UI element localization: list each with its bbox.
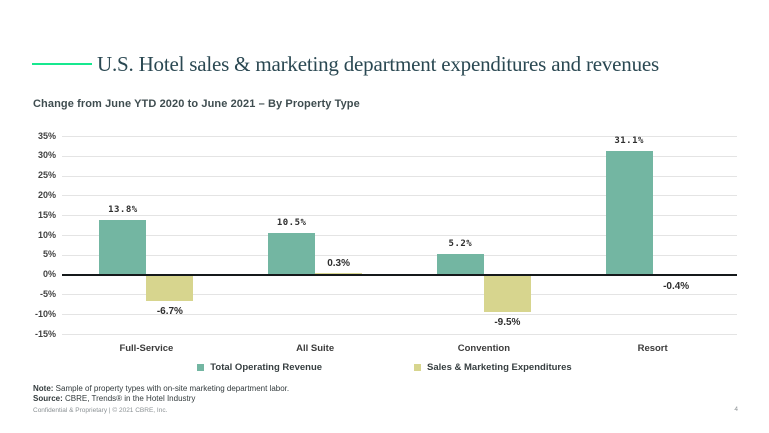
note-line: Note: Sample of property types with on-s… [33, 384, 289, 394]
expenditure-bar [483, 274, 531, 313]
page-title: U.S. Hotel sales & marketing department … [97, 52, 659, 76]
legend-item-expenditures: Sales & Marketing Expenditures [414, 362, 572, 373]
source-line: Source: CBRE, Trends® in the Hotel Indus… [33, 394, 195, 404]
gridline [62, 215, 737, 217]
x-axis-category-label: Convention [457, 343, 510, 354]
y-axis-tick-label: -10% [34, 308, 56, 319]
y-axis-tick-label: 10% [37, 229, 56, 240]
y-axis-tick-label: 15% [37, 209, 56, 220]
gridline [62, 314, 737, 316]
bar-value-label: -6.7% [156, 306, 183, 318]
chart-subtitle: Change from June YTD 2020 to June 2021 –… [33, 98, 360, 110]
page-number: 4 [734, 406, 738, 413]
legend-item-revenue: Total Operating Revenue [197, 362, 322, 373]
y-axis-tick-label: 0% [42, 269, 56, 280]
gridline [62, 175, 737, 177]
expenditures-swatch-icon [414, 364, 422, 371]
legend-label-revenue: Total Operating Revenue [210, 362, 323, 373]
expenditure-bar [146, 274, 194, 302]
y-axis-tick-label: 35% [37, 130, 56, 141]
revenue-swatch-icon [197, 364, 205, 371]
revenue-bar [99, 219, 147, 275]
y-axis-tick-label: 30% [37, 150, 56, 161]
y-axis: 35% 30% 25% 20% 15% 10% 5% 0% -5% -10% -15% [0, 131, 56, 339]
bar-value-label: -9.5% [494, 317, 521, 329]
revenue-bar [268, 233, 316, 275]
x-axis-category-label: Resort [637, 343, 668, 354]
bar-value-label: -0.4% [663, 281, 690, 293]
gridline [62, 195, 737, 197]
expenditure-bar [315, 273, 363, 275]
confidential-line: Confidential & Proprietary | © 2021 CBRE… [33, 407, 168, 414]
gridline [62, 334, 737, 335]
plot-area: 13.8% -6.7% 10.5% 0.3% 5.2% -9.5% 31.1% -0.4% [62, 136, 737, 335]
gridline [62, 235, 737, 236]
y-axis-tick-label: 25% [37, 170, 56, 181]
source-label: Source: [33, 394, 63, 403]
note-label: Note: [33, 384, 54, 393]
title-accent-line [32, 63, 92, 65]
x-axis: Full-Service All Suite Convention Resort [62, 343, 737, 357]
gridline [62, 155, 737, 157]
y-axis-tick-label: 5% [42, 249, 56, 260]
gridline [62, 294, 737, 296]
y-axis-tick-label: -5% [39, 288, 56, 299]
source-text: CBRE, Trends® in the Hotel Industry [62, 394, 196, 403]
y-axis-tick-label: 20% [37, 189, 56, 200]
bar-value-label: 5.2% [448, 239, 473, 249]
bar-value-label: 10.5% [276, 218, 307, 229]
bar-value-label: 31.1% [614, 136, 644, 147]
gridline [62, 136, 737, 137]
y-axis-tick-label: -15% [34, 328, 56, 339]
chart-legend: Total Operating Revenue Sales & Marketin… [0, 361, 769, 374]
bar-value-label: 13.8% [108, 204, 138, 215]
zero-line [62, 274, 737, 277]
gridline [62, 254, 737, 256]
revenue-bar [436, 254, 484, 275]
legend-label-expenditures: Sales & Marketing Expenditures [427, 362, 572, 373]
note-text: Sample of property types with on-site ma… [53, 384, 290, 393]
x-axis-category-label: Full-Service [119, 343, 174, 354]
x-axis-category-label: All Suite [296, 343, 335, 354]
bar-value-label: 0.3% [327, 258, 351, 270]
revenue-bar [605, 151, 653, 275]
